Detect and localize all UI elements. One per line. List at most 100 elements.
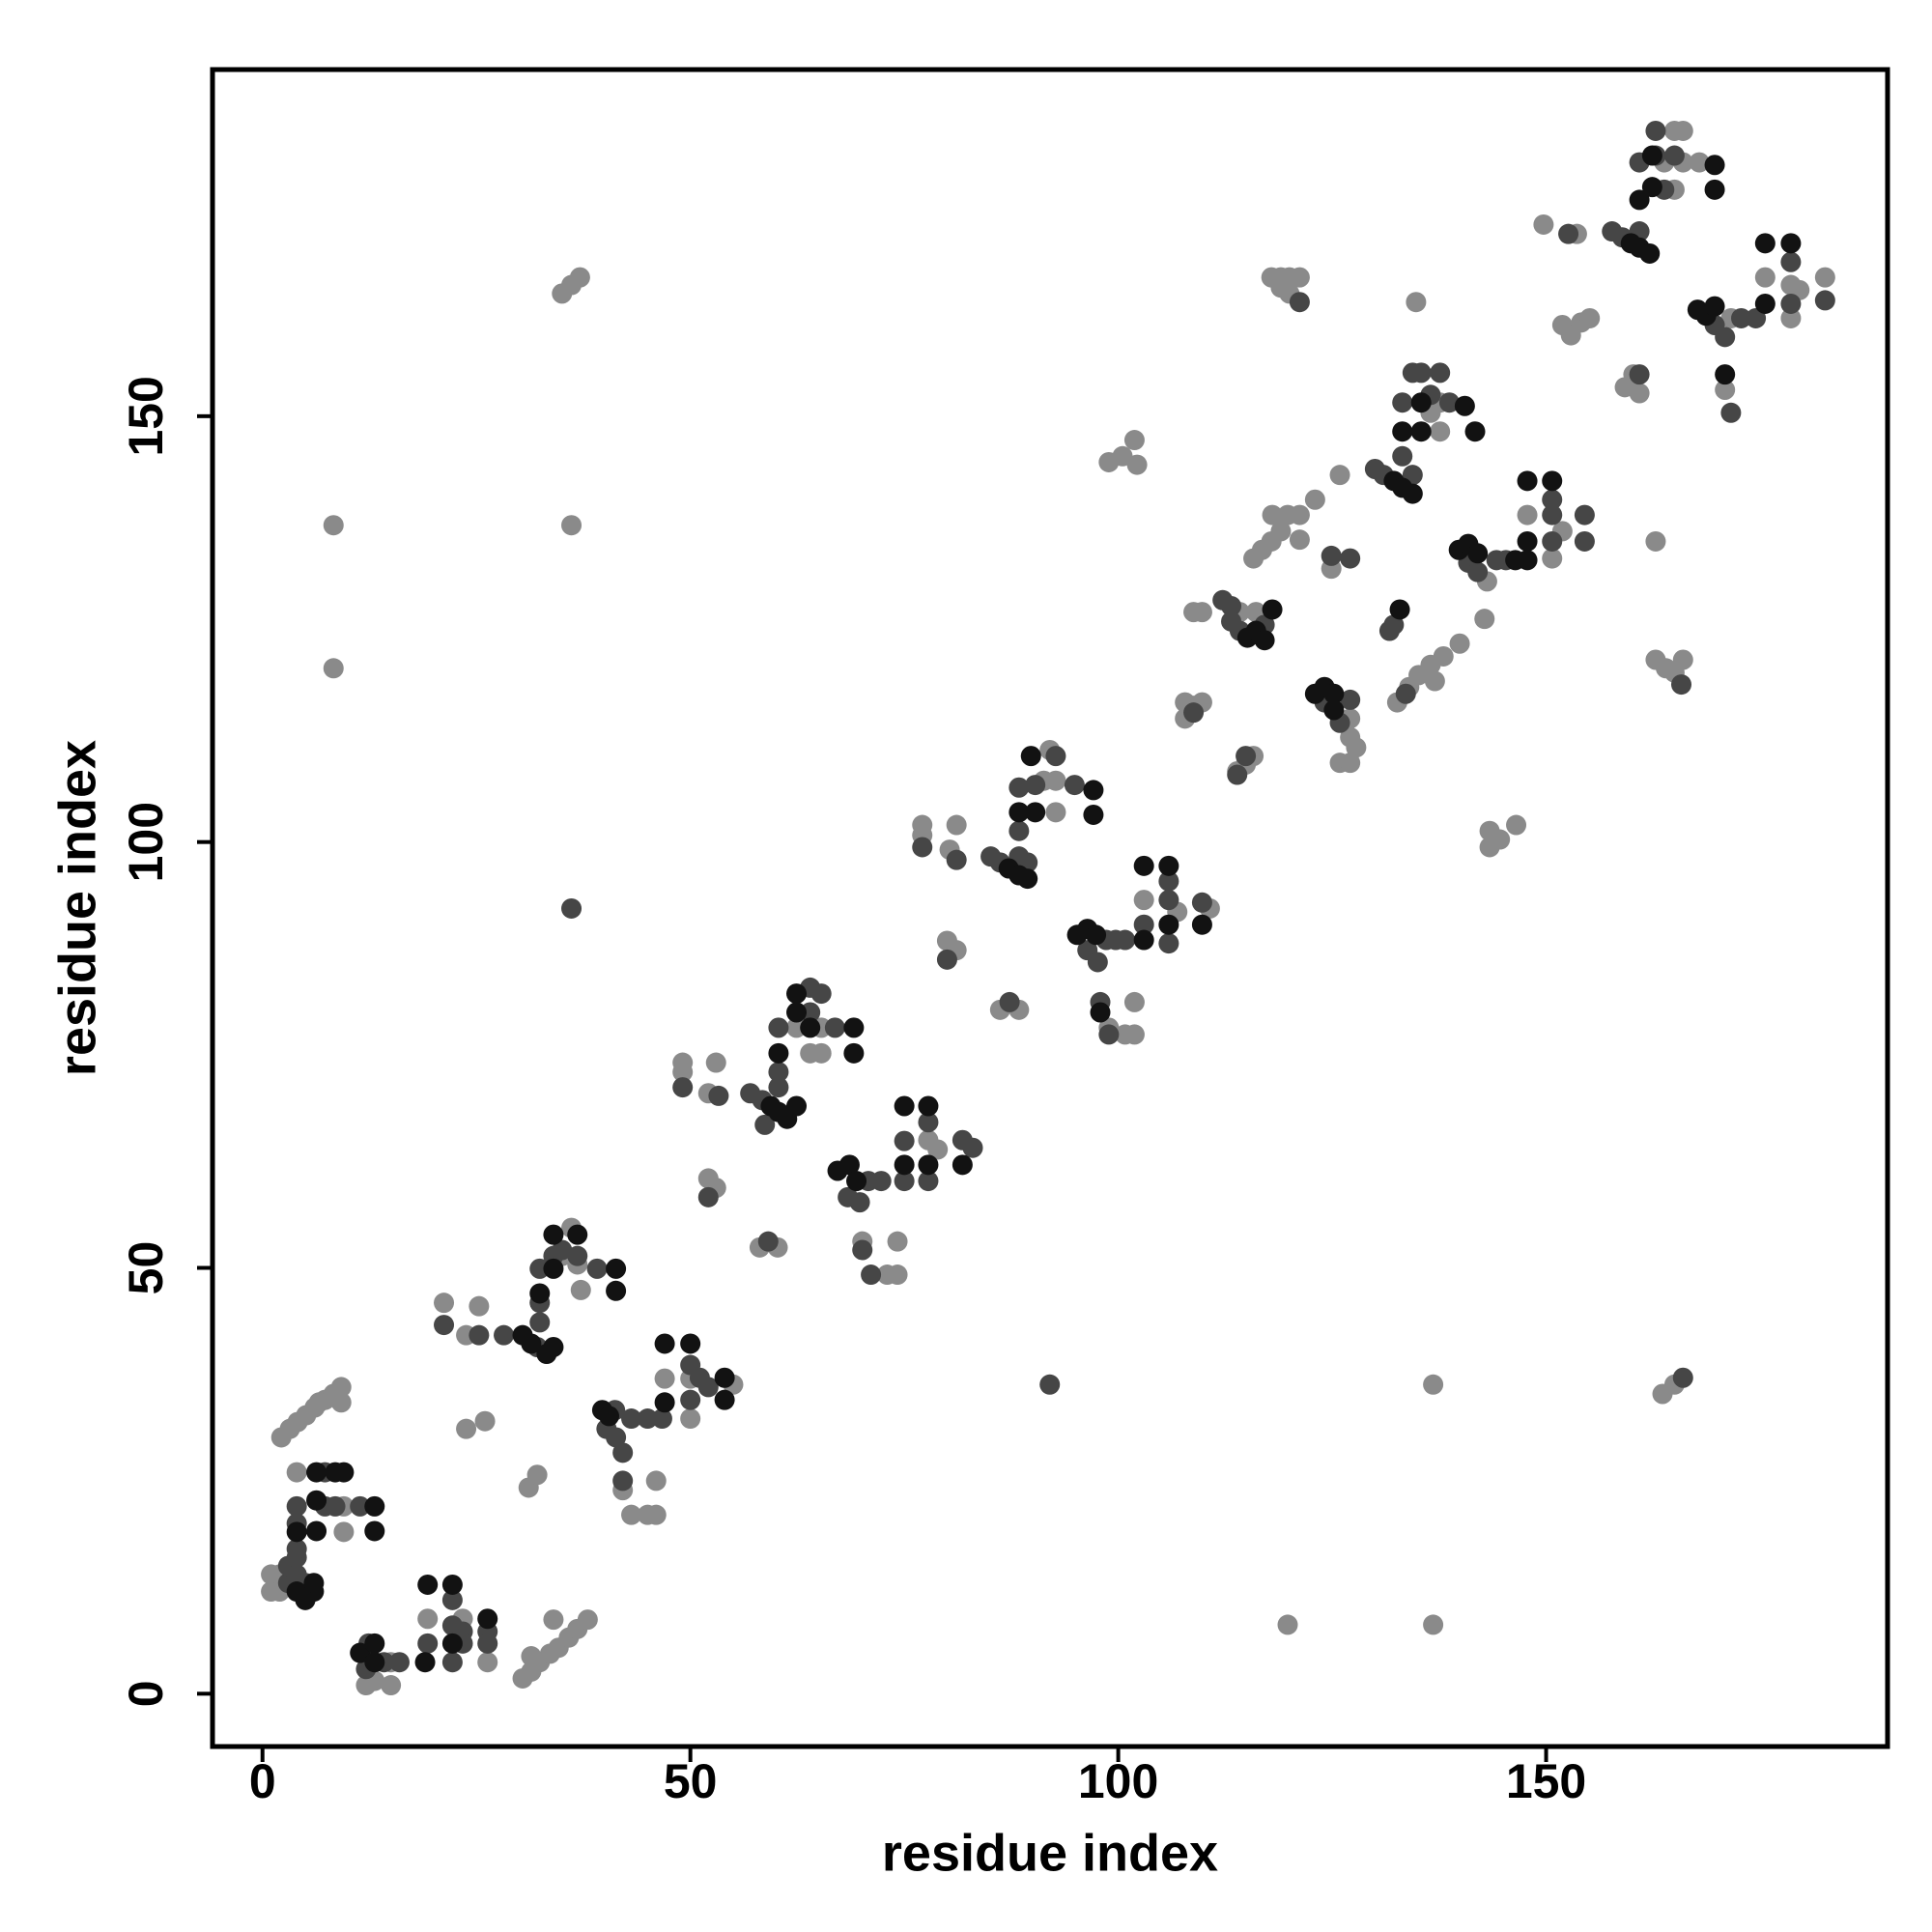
point [1433, 645, 1454, 667]
point [1340, 689, 1361, 710]
y-tick-label: 100 [119, 802, 173, 882]
point [1009, 820, 1030, 841]
point [1025, 775, 1046, 796]
point [1506, 814, 1527, 836]
point [843, 1042, 865, 1064]
point [1715, 380, 1736, 401]
point [849, 1192, 870, 1213]
point [330, 1377, 352, 1398]
point [441, 1589, 463, 1610]
y-tick-label: 50 [119, 1241, 173, 1295]
point [1645, 120, 1666, 141]
x-tick-label: 50 [664, 1754, 718, 1808]
point [1045, 746, 1066, 767]
point [1629, 383, 1650, 404]
point [680, 1408, 701, 1430]
point [333, 1521, 355, 1543]
point [1017, 868, 1038, 890]
point [1542, 489, 1563, 510]
point [1517, 470, 1538, 492]
point [768, 1077, 789, 1098]
point [810, 983, 832, 1005]
point [786, 1095, 808, 1117]
point [1254, 630, 1275, 651]
point [1406, 292, 1427, 313]
point [1517, 550, 1538, 571]
point [1340, 548, 1361, 569]
point [612, 1442, 634, 1463]
y-axis-title: residue index [48, 740, 106, 1076]
point [918, 1171, 939, 1192]
point [1304, 489, 1325, 510]
point [350, 1495, 371, 1517]
point [1277, 1614, 1298, 1635]
point [708, 1085, 729, 1106]
point [1009, 802, 1030, 823]
point [918, 1112, 939, 1133]
point [306, 1490, 327, 1511]
x-tick-label: 100 [1078, 1754, 1158, 1808]
point [364, 1633, 385, 1654]
point [1045, 770, 1066, 791]
point [1025, 802, 1046, 823]
point [757, 1231, 779, 1252]
point [824, 1017, 845, 1038]
point [846, 1171, 867, 1192]
point [1663, 145, 1685, 166]
point [469, 1324, 490, 1346]
point [469, 1295, 490, 1317]
point [1392, 445, 1413, 467]
point [1754, 267, 1776, 288]
point [1123, 991, 1145, 1012]
point [1746, 307, 1767, 328]
point [654, 1368, 675, 1389]
point [1158, 933, 1179, 954]
point [1672, 1367, 1693, 1388]
point [1715, 327, 1736, 348]
point [526, 1464, 548, 1486]
point [1533, 213, 1554, 235]
point [1720, 402, 1742, 423]
point [1289, 292, 1310, 313]
point [1329, 465, 1350, 486]
point [1689, 152, 1710, 173]
point [697, 1377, 719, 1398]
point [333, 1462, 355, 1483]
point [306, 1462, 327, 1483]
point [1158, 870, 1179, 892]
point [1639, 242, 1661, 264]
point [306, 1520, 327, 1542]
point [1731, 307, 1752, 328]
point [1126, 454, 1148, 475]
point [286, 1538, 307, 1559]
point [577, 1609, 598, 1631]
point [672, 1077, 694, 1098]
point [843, 1017, 865, 1038]
point [1221, 595, 1242, 616]
point [364, 1495, 385, 1517]
point [543, 1336, 564, 1357]
point [1542, 530, 1563, 552]
point [768, 1062, 789, 1083]
point [918, 1095, 939, 1117]
point [621, 1504, 642, 1525]
point [645, 1504, 667, 1525]
point [1270, 521, 1292, 542]
point [434, 1315, 455, 1336]
point [768, 1017, 789, 1038]
point [1064, 775, 1085, 796]
point [1279, 267, 1300, 288]
point [1517, 504, 1538, 526]
point [1579, 307, 1601, 328]
point [1323, 683, 1345, 704]
point [962, 1137, 983, 1158]
point [645, 1470, 667, 1492]
point [894, 1171, 915, 1192]
point [1430, 421, 1451, 442]
point [1671, 674, 1692, 696]
point [1020, 746, 1041, 767]
point [323, 658, 344, 679]
point [1645, 530, 1666, 552]
point [417, 1608, 439, 1630]
point [1115, 929, 1136, 951]
